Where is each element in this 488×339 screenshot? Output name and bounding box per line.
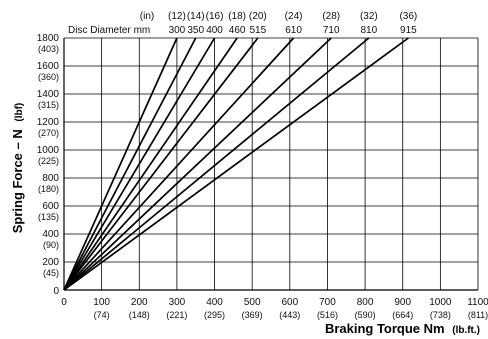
x-tick-label: 0 xyxy=(61,297,67,308)
y-tick-label: 1800 xyxy=(37,33,60,44)
x-tick-sublabel: (516) xyxy=(317,310,338,320)
series-line-400mm xyxy=(63,37,216,291)
y-tick-sublabel: (270) xyxy=(38,128,59,138)
x-tick-sublabel: (664) xyxy=(392,310,413,320)
x-tick-label: 700 xyxy=(319,297,336,308)
y-tick-label: 1400 xyxy=(37,89,60,100)
y-tick-label: 400 xyxy=(42,229,59,240)
series-line-610mm xyxy=(63,37,295,291)
x-tick-sublabel: (74) xyxy=(94,310,110,320)
disc-label-in: (20) xyxy=(249,11,267,22)
grid xyxy=(64,37,479,290)
series-line-710mm xyxy=(63,37,332,291)
disc-label-in: (16) xyxy=(206,11,224,22)
axes xyxy=(63,38,478,291)
y-tick-sublabel: (90) xyxy=(43,240,59,250)
x-tick-label: 100 xyxy=(93,297,110,308)
x-tick-label: 1100 xyxy=(467,297,488,308)
x-tick-sublabel: (369) xyxy=(242,310,263,320)
x-tick-label: 800 xyxy=(357,297,374,308)
x-tick-label: 300 xyxy=(169,297,186,308)
disc-diameter-labels: (12) 300(14) 350(16) 400 (18) 460(20) 515 (24) 6… xyxy=(168,11,417,36)
series-line-810mm xyxy=(63,37,370,291)
disc-label-mm: 915 xyxy=(400,25,417,36)
disc-label-in: (32) xyxy=(360,11,378,22)
y-axis-title: Spring Force – N (lbf) xyxy=(10,103,25,234)
x-tick-label: 500 xyxy=(244,297,261,308)
y-axis-title-unit: (lbf) xyxy=(14,103,25,122)
disc-label-mm: 460 xyxy=(229,25,246,36)
disc-label-in: (28) xyxy=(322,11,340,22)
y-tick-labels: 0 200(45) 400(90) 600(135) 800(180) 1000(225)… xyxy=(37,33,60,297)
disc-label-in: (12) xyxy=(168,11,186,22)
y-tick-sublabel: (45) xyxy=(43,268,59,278)
y-tick-sublabel: (315) xyxy=(38,100,59,110)
y-tick-label: 1000 xyxy=(37,145,60,156)
disc-header-label: Disc Diameter mm xyxy=(68,25,150,36)
series-lines xyxy=(63,37,409,291)
disc-label-in: (36) xyxy=(399,11,417,22)
series-line-300mm xyxy=(63,37,178,291)
series-line-460mm xyxy=(63,37,238,291)
x-tick-sublabel: (738) xyxy=(430,310,451,320)
series-line-515mm xyxy=(63,37,259,291)
disc-label-in: (18) xyxy=(228,11,246,22)
x-tick-label: 1000 xyxy=(429,297,452,308)
series-line-350mm xyxy=(63,37,197,291)
x-tick-label: 600 xyxy=(281,297,298,308)
disc-header-unit: (in) xyxy=(140,11,154,22)
x-tick-label: 200 xyxy=(131,297,148,308)
x-tick-sublabel: (590) xyxy=(355,310,376,320)
y-tick-label: 200 xyxy=(42,257,59,268)
disc-label-in: (24) xyxy=(285,11,303,22)
y-tick-label: 800 xyxy=(42,173,59,184)
x-tick-label: 400 xyxy=(206,297,223,308)
y-tick-sublabel: (403) xyxy=(38,44,59,54)
y-tick-label: 600 xyxy=(42,201,59,212)
y-tick-sublabel: (225) xyxy=(38,156,59,166)
disc-label-mm: 710 xyxy=(323,25,340,36)
y-tick-label: 1200 xyxy=(37,117,60,128)
x-axis-title-unit: (lb.ft.) xyxy=(452,325,480,336)
x-tick-sublabel: (148) xyxy=(129,310,150,320)
x-tick-sublabel: (221) xyxy=(166,310,187,320)
disc-label-mm: 610 xyxy=(285,25,302,36)
disc-label-mm: 515 xyxy=(249,25,266,36)
y-tick-sublabel: (135) xyxy=(38,212,59,222)
disc-label-in: (14) xyxy=(187,11,205,22)
disc-label-mm: 400 xyxy=(206,25,223,36)
y-tick-sublabel: (180) xyxy=(38,184,59,194)
series-line-915mm xyxy=(63,37,409,291)
y-axis-title-text: Spring Force – N xyxy=(10,129,25,233)
y-tick-label: 1600 xyxy=(37,61,60,72)
y-tick-label: 0 xyxy=(53,286,59,297)
disc-label-mm: 300 xyxy=(169,25,186,36)
disc-label-mm: 350 xyxy=(187,25,204,36)
x-tick-sublabel: (295) xyxy=(204,310,225,320)
x-tick-sublabel: (811) xyxy=(468,310,488,320)
x-tick-sublabel: (443) xyxy=(279,310,300,320)
x-tick-labels: 0 100 (74) 200 (148) 300 (221) 400 (295) 500 (369)… xyxy=(61,297,488,320)
x-axis-title: Braking Torque Nm (lb.ft.) xyxy=(325,321,480,336)
y-tick-sublabel: (360) xyxy=(38,72,59,82)
x-tick-label: 900 xyxy=(394,297,411,308)
x-axis-title-text: Braking Torque Nm xyxy=(325,321,445,336)
disc-label-mm: 810 xyxy=(361,25,378,36)
